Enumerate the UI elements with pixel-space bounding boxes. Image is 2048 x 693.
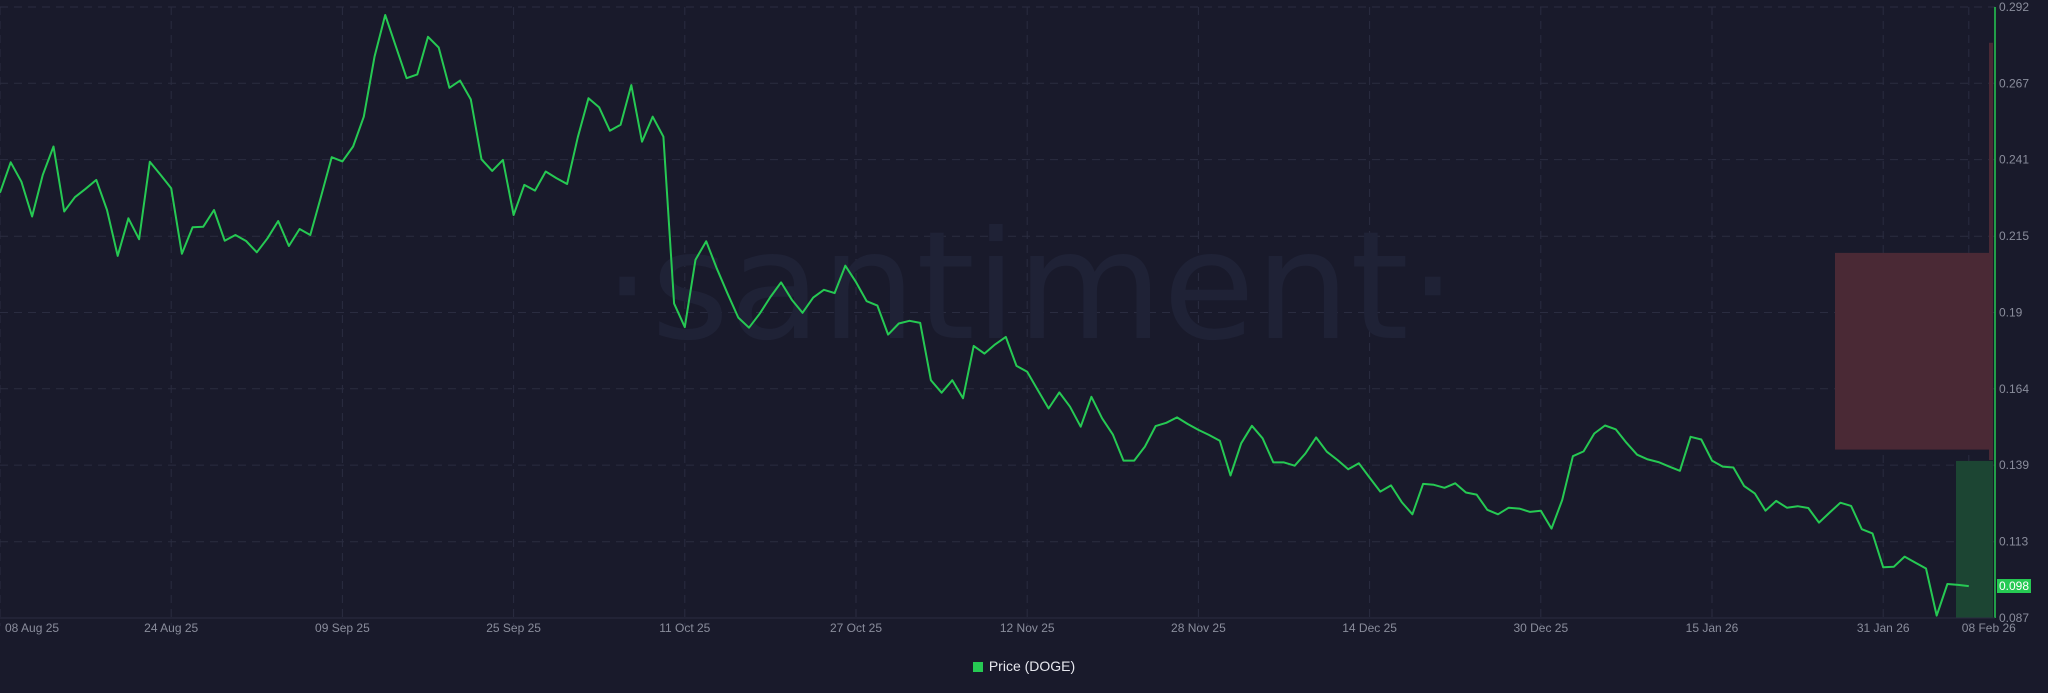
x-tick-label: 09 Sep 25: [315, 621, 370, 635]
x-tick-label: 12 Nov 25: [1000, 621, 1055, 635]
y-tick-label: 0.087: [1999, 611, 2029, 625]
y-axis-ticks: 0.292 0.267 0.241 0.215 0.19 0.164 0.139 0.113 0…: [1999, 0, 2029, 625]
x-tick-label: 11 Oct 25: [659, 621, 710, 635]
y-tick-label: 0.164: [1999, 382, 2029, 396]
range-box: [1956, 460, 1993, 618]
legend-label: Price (DOGE): [988, 658, 1076, 674]
y-tick-label: 0.19: [1999, 306, 2023, 320]
y-tick-label: 0.215: [1999, 229, 2029, 243]
x-tick-label: 15 Jan 26: [1686, 621, 1739, 635]
y-tick-label: 0.139: [1999, 458, 2029, 472]
x-tick-label: 28 Nov 25: [1171, 621, 1226, 635]
x-tick-label: 31 Jan 26: [1857, 621, 1910, 635]
legend-swatch-icon: [972, 662, 983, 672]
y-tick-label: 0.267: [1999, 76, 2029, 90]
y-tick-label: 0.241: [1999, 153, 2029, 167]
legend[interactable]: Price (DOGE): [0, 658, 2048, 674]
x-tick-label: 24 Aug 25: [144, 621, 198, 635]
range-box: [1835, 252, 1993, 450]
x-tick-label: 14 Dec 25: [1342, 621, 1397, 635]
current-price-badge: 0.098: [1997, 579, 2031, 593]
y-tick-label: 0.292: [1999, 0, 2029, 14]
x-tick-label: 30 Dec 25: [1513, 621, 1568, 635]
x-tick-label: 08 Aug 25: [5, 621, 59, 635]
x-tick-label: 25 Sep 25: [486, 621, 541, 635]
santiment-watermark: ·santiment·: [603, 200, 1456, 374]
price-doge-line: [0, 14, 1969, 617]
x-tick-label: 27 Oct 25: [830, 621, 882, 635]
y-tick-label: 0.113: [1999, 535, 2028, 549]
x-tick-label: 08 Feb 26: [1962, 621, 2016, 635]
range-line: [1989, 42, 1993, 461]
overlays: [1835, 42, 1993, 618]
x-axis-ticks: 08 Aug 25 24 Aug 25 09 Sep 25 25 Sep 25 11 O…: [5, 621, 2016, 635]
